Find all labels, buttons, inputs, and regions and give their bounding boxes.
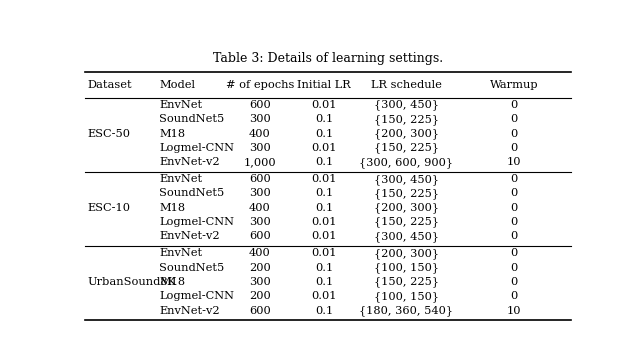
Text: {150, 225}: {150, 225} [374, 217, 438, 227]
Text: {100, 150}: {100, 150} [374, 291, 438, 302]
Text: SoundNet5: SoundNet5 [159, 188, 225, 198]
Text: 0.01: 0.01 [312, 100, 337, 110]
Text: 300: 300 [249, 277, 271, 287]
Text: Logmel-CNN: Logmel-CNN [159, 217, 234, 227]
Text: 0: 0 [510, 263, 518, 273]
Text: {150, 225}: {150, 225} [374, 188, 438, 199]
Text: 0.1: 0.1 [315, 188, 333, 198]
Text: EnvNet: EnvNet [159, 248, 202, 258]
Text: EnvNet-v2: EnvNet-v2 [159, 306, 220, 316]
Text: {300, 450}: {300, 450} [374, 231, 438, 242]
Text: EnvNet: EnvNet [159, 100, 202, 110]
Text: 0.01: 0.01 [312, 248, 337, 258]
Text: 0.1: 0.1 [315, 157, 333, 167]
Text: 0.1: 0.1 [315, 306, 333, 316]
Text: M18: M18 [159, 277, 186, 287]
Text: EnvNet-v2: EnvNet-v2 [159, 157, 220, 167]
Text: Logmel-CNN: Logmel-CNN [159, 143, 234, 153]
Text: ESC-10: ESC-10 [88, 203, 131, 213]
Text: Dataset: Dataset [88, 80, 132, 90]
Text: 0.01: 0.01 [312, 291, 337, 301]
Text: 0.01: 0.01 [312, 143, 337, 153]
Text: 0.01: 0.01 [312, 174, 337, 184]
Text: 0.1: 0.1 [315, 114, 333, 124]
Text: Model: Model [159, 80, 195, 90]
Text: EnvNet-v2: EnvNet-v2 [159, 231, 220, 241]
Text: 0: 0 [510, 114, 518, 124]
Text: 0: 0 [510, 143, 518, 153]
Text: {150, 225}: {150, 225} [374, 277, 438, 287]
Text: {180, 360, 540}: {180, 360, 540} [359, 305, 453, 316]
Text: {150, 225}: {150, 225} [374, 142, 438, 153]
Text: {100, 150}: {100, 150} [374, 262, 438, 273]
Text: 0.01: 0.01 [312, 217, 337, 227]
Text: Warmup: Warmup [490, 80, 538, 90]
Text: 400: 400 [249, 248, 271, 258]
Text: # of epochs: # of epochs [226, 80, 294, 90]
Text: 10: 10 [507, 306, 521, 316]
Text: 0: 0 [510, 217, 518, 227]
Text: 300: 300 [249, 143, 271, 153]
Text: 300: 300 [249, 114, 271, 124]
Text: 0: 0 [510, 203, 518, 213]
Text: 600: 600 [249, 231, 271, 241]
Text: {200, 300}: {200, 300} [374, 128, 438, 139]
Text: M18: M18 [159, 203, 186, 213]
Text: 400: 400 [249, 203, 271, 213]
Text: 0: 0 [510, 129, 518, 139]
Text: 400: 400 [249, 129, 271, 139]
Text: 0: 0 [510, 188, 518, 198]
Text: 300: 300 [249, 188, 271, 198]
Text: {200, 300}: {200, 300} [374, 202, 438, 213]
Text: 0.01: 0.01 [312, 231, 337, 241]
Text: {200, 300}: {200, 300} [374, 248, 438, 259]
Text: ESC-50: ESC-50 [88, 129, 131, 139]
Text: 0.1: 0.1 [315, 129, 333, 139]
Text: Logmel-CNN: Logmel-CNN [159, 291, 234, 301]
Text: 0: 0 [510, 277, 518, 287]
Text: {150, 225}: {150, 225} [374, 114, 438, 125]
Text: 10: 10 [507, 157, 521, 167]
Text: 300: 300 [249, 217, 271, 227]
Text: LR schedule: LR schedule [371, 80, 442, 90]
Text: Initial LR: Initial LR [298, 80, 351, 90]
Text: SoundNet5: SoundNet5 [159, 114, 225, 124]
Text: 200: 200 [249, 263, 271, 273]
Text: 200: 200 [249, 291, 271, 301]
Text: 0.1: 0.1 [315, 203, 333, 213]
Text: 0.1: 0.1 [315, 277, 333, 287]
Text: 0.1: 0.1 [315, 263, 333, 273]
Text: 0: 0 [510, 291, 518, 301]
Text: 0: 0 [510, 100, 518, 110]
Text: M18: M18 [159, 129, 186, 139]
Text: 600: 600 [249, 100, 271, 110]
Text: UrbanSound8K: UrbanSound8K [88, 277, 177, 287]
Text: 600: 600 [249, 306, 271, 316]
Text: EnvNet: EnvNet [159, 174, 202, 184]
Text: 1,000: 1,000 [243, 157, 276, 167]
Text: 0: 0 [510, 231, 518, 241]
Text: 0: 0 [510, 248, 518, 258]
Text: SoundNet5: SoundNet5 [159, 263, 225, 273]
Text: {300, 600, 900}: {300, 600, 900} [359, 157, 453, 167]
Text: 0: 0 [510, 174, 518, 184]
Text: {300, 450}: {300, 450} [374, 174, 438, 185]
Text: {300, 450}: {300, 450} [374, 100, 438, 110]
Text: 600: 600 [249, 174, 271, 184]
Text: Table 3: Details of learning settings.: Table 3: Details of learning settings. [213, 52, 443, 65]
